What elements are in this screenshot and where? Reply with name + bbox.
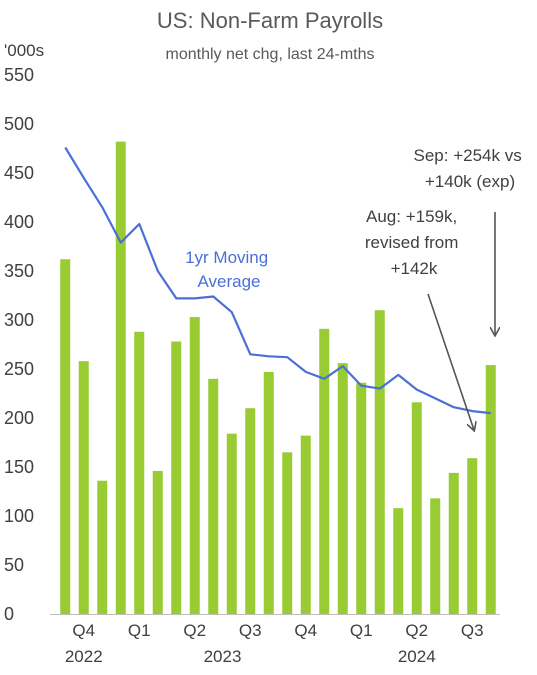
- bar: [411, 402, 422, 614]
- y-tick-label: 0: [4, 604, 14, 624]
- bar: [337, 363, 348, 614]
- bar: [300, 435, 311, 614]
- bar: [78, 361, 89, 614]
- x-tick-label: Q1: [128, 621, 151, 640]
- x-tick-label: Q3: [461, 621, 484, 640]
- bar: [356, 382, 367, 614]
- bar: [430, 498, 441, 614]
- bar: [171, 341, 182, 614]
- bar: [115, 141, 126, 614]
- y-tick-label: 50: [4, 555, 24, 575]
- bar: [467, 458, 478, 614]
- moving-average-series: [64, 146, 491, 415]
- bar: [60, 259, 71, 614]
- bar: [226, 433, 237, 614]
- bar: [152, 470, 163, 614]
- x-tick-label: Q4: [72, 621, 95, 640]
- y-tick-label: 350: [4, 261, 34, 281]
- sep-annotation: Sep: +254k vs +140k (exp): [414, 146, 527, 191]
- x-tick-label: Q4: [294, 621, 317, 640]
- chart-title: US: Non-Farm Payrolls: [157, 8, 383, 33]
- y-tick-label: 200: [4, 408, 34, 428]
- moving-average-line: [64, 146, 491, 415]
- y-tick-label: 250: [4, 359, 34, 379]
- bar: [245, 408, 256, 614]
- bar: [97, 480, 108, 614]
- bar: [448, 472, 459, 614]
- x-tick-label: Q1: [350, 621, 373, 640]
- x-tick-label: Q2: [405, 621, 428, 640]
- bar: [319, 328, 330, 614]
- bar: [282, 452, 293, 614]
- x-axis: Q4 Q1 Q2 Q3 Q4 Q1 Q2 Q3 2022 2023 2024: [65, 621, 484, 666]
- x-tick-label: Q3: [239, 621, 262, 640]
- year-label: 2022: [65, 647, 103, 666]
- bar: [485, 365, 496, 614]
- y-tick-label: 150: [4, 457, 34, 477]
- y-tick-label: 100: [4, 506, 34, 526]
- year-label: 2024: [398, 647, 436, 666]
- bar: [208, 378, 219, 614]
- moving-average-label: 1yr Moving Average: [185, 248, 273, 291]
- chart-subtitle: monthly net chg, last 24-mths: [166, 46, 375, 63]
- bar: [189, 317, 200, 614]
- y-tick-label: 550: [4, 65, 34, 85]
- bar: [393, 508, 404, 614]
- y-tick-label: 300: [4, 310, 34, 330]
- bar: [263, 371, 274, 614]
- bar: [374, 310, 385, 614]
- aug-annotation: Aug: +159k, revised from +142k: [365, 207, 463, 278]
- y-axis: 0 50 100 150 200 250 300 350 400 450 500 550: [4, 65, 34, 624]
- aug-arrow: [427, 293, 474, 430]
- y-tick-label: 500: [4, 114, 34, 134]
- y-tick-label: 400: [4, 212, 34, 232]
- bar-series: [60, 141, 496, 614]
- year-label: 2023: [204, 647, 242, 666]
- x-tick-label: Q2: [183, 621, 206, 640]
- y-tick-label: 450: [4, 163, 34, 183]
- y-unit-label: '000s: [4, 41, 44, 60]
- bar: [134, 331, 145, 614]
